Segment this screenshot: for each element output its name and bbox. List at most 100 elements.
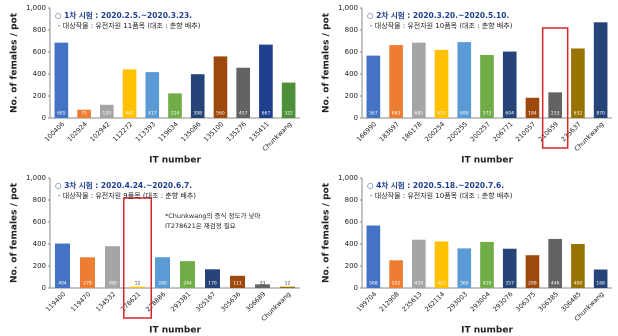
- y-tick-label: 200: [345, 92, 358, 100]
- value-label: 33: [260, 281, 266, 287]
- x-tick-label: 100406: [43, 120, 66, 143]
- x-tick-label: 113393: [134, 120, 157, 143]
- x-tick-label: 210659: [537, 120, 560, 143]
- value-label: 120: [103, 111, 112, 117]
- bar: [502, 51, 517, 119]
- chart-subtitle: - 대상작물 : 유전자원 10품목 (대조 : 춘향 배추): [370, 191, 513, 200]
- bar: [366, 55, 381, 118]
- value-label: 398: [193, 111, 202, 117]
- bar: [548, 92, 562, 118]
- bar: [155, 257, 170, 288]
- x-tick-label: 278886: [144, 290, 167, 313]
- x-axis-label: IT number: [461, 326, 513, 336]
- value-label: 690: [460, 111, 469, 117]
- value-label: 357: [505, 281, 514, 287]
- value-label: 446: [551, 281, 560, 287]
- x-tick-label: 293381: [169, 290, 192, 313]
- x-axis-label: IT number: [461, 156, 513, 166]
- value-label: 12: [285, 281, 291, 287]
- bar: [100, 104, 114, 118]
- value-label: 573: [483, 111, 492, 117]
- chart-panel: 0 200 400 600 800 1,000 567 166990 663 183697 685 1…: [322, 4, 612, 166]
- value-label: 279: [83, 281, 92, 287]
- x-tick-label: 206771: [491, 120, 514, 143]
- bar: [213, 56, 228, 118]
- y-tick-label: 800: [33, 196, 46, 204]
- y-tick-label: 0: [42, 114, 46, 122]
- bar: [525, 255, 540, 288]
- y-tick-label: 600: [33, 48, 46, 56]
- bar: [457, 42, 472, 118]
- x-tick-label: 134532: [94, 290, 117, 313]
- y-tick-label: 800: [345, 196, 358, 204]
- value-label: 870: [596, 111, 605, 117]
- x-tick-label: 135276: [225, 120, 248, 143]
- bar: [205, 269, 220, 288]
- chart-panel: 0 200 400 600 800 1,000 685 100406 75 102924 120 10…: [10, 4, 300, 166]
- y-tick-label: 600: [345, 48, 358, 56]
- y-tick-label: 400: [345, 240, 358, 248]
- value-label: 380: [108, 281, 117, 287]
- x-tick-label: 293004: [469, 290, 492, 313]
- highlight-box: [541, 27, 569, 149]
- x-tick-label: 112272: [111, 120, 134, 143]
- x-tick-label: 200257: [469, 120, 492, 143]
- x-axis-label: IT number: [149, 156, 201, 166]
- y-tick-label: 800: [33, 26, 46, 34]
- bar: [77, 109, 91, 118]
- value-label: 233: [551, 111, 560, 117]
- value-label: 632: [574, 111, 583, 117]
- chart-title: ○ 2차 시험 : 2020.3.20.~2020.5.10.: [367, 10, 509, 20]
- y-tick-label: 200: [33, 262, 46, 270]
- y-tick-label: 1,000: [338, 174, 358, 182]
- value-label: 619: [437, 111, 446, 117]
- x-tick-label: 135100: [202, 120, 225, 143]
- chart-subtitle: - 대상작물 : 유전자원 10품목 (대조 : 춘향 배추): [370, 21, 513, 30]
- y-tick-label: 200: [345, 262, 358, 270]
- y-tick-label: 1,000: [338, 4, 358, 12]
- x-tick-label: 183697: [378, 120, 401, 143]
- value-label: 224: [171, 111, 180, 117]
- y-axis-label: No. of females / pot: [10, 182, 20, 283]
- x-axis-label: IT number: [149, 326, 201, 336]
- chart-title: ○ 4차 시험 : 2020.5.18.~2020.7.6.: [367, 180, 504, 190]
- bar: [593, 22, 608, 118]
- bar: [389, 45, 403, 118]
- y-tick-label: 400: [345, 70, 358, 78]
- bar: [502, 248, 517, 288]
- y-tick-label: 200: [33, 92, 46, 100]
- x-tick-label: 199704: [355, 290, 378, 313]
- bar: [80, 257, 95, 288]
- value-label: 423: [437, 281, 446, 287]
- bar: [593, 269, 608, 288]
- bar: [389, 260, 403, 288]
- x-tick-label: 305167: [194, 290, 217, 313]
- value-label: 417: [148, 111, 157, 117]
- x-tick-label: 293003: [446, 290, 469, 313]
- y-axis-label: No. of females / pot: [322, 12, 332, 113]
- bar: [548, 238, 562, 288]
- bar: [281, 82, 296, 118]
- value-label: 322: [284, 111, 293, 117]
- x-tick-label: 119470: [69, 290, 92, 313]
- value-label: 298: [528, 281, 537, 287]
- bar: [190, 74, 205, 118]
- bar: [168, 93, 182, 118]
- bar: [255, 284, 270, 288]
- value-label: 404: [58, 281, 67, 287]
- x-tick-label: 166990: [355, 120, 378, 143]
- bar: [434, 241, 449, 288]
- x-tick-label: 278621: [119, 290, 142, 313]
- value-label: 168: [596, 281, 605, 287]
- y-tick-label: 800: [345, 26, 358, 34]
- chart-subtitle: - 대상작물 : 유전자원 11품목 (대조 : 춘향 배추): [58, 21, 201, 30]
- chart-panel: 0 200 400 600 800 1,000 568 199704 252 212908 439 2…: [322, 174, 612, 336]
- y-tick-label: 0: [354, 284, 358, 292]
- x-tick-label: 306689: [244, 290, 267, 313]
- x-tick-label: 102942: [88, 120, 111, 143]
- value-label: 111: [233, 281, 242, 287]
- x-tick-label: 119634: [157, 120, 180, 143]
- y-tick-label: 400: [33, 70, 46, 78]
